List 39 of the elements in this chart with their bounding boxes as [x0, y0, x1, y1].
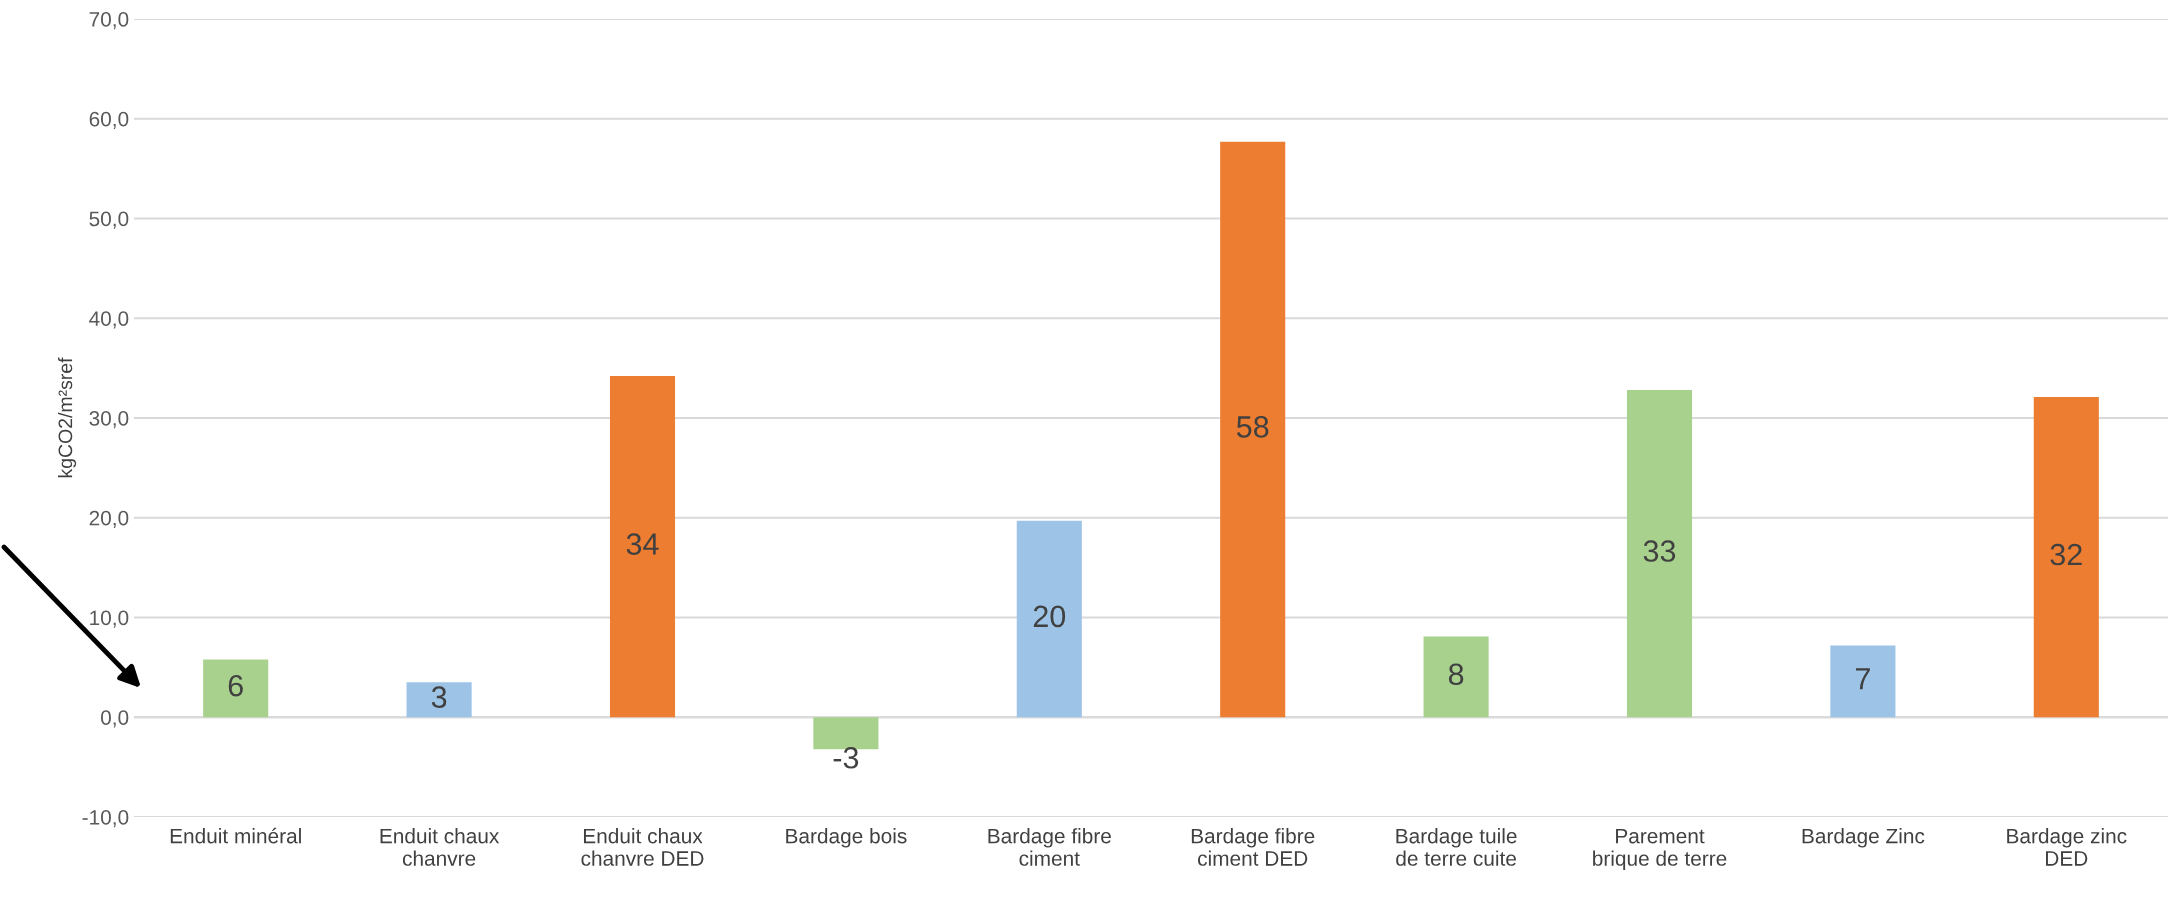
x-tick-label: Bardage zinc DED: [2007, 828, 2127, 866]
x-tick-label: Bardage fibre ciment: [988, 828, 1111, 866]
bar: [406, 682, 472, 718]
bar: [1626, 390, 1693, 718]
x-tick-label: Bardage fibre ciment DED: [1191, 828, 1315, 866]
x-tick-label: Bardage bois: [786, 828, 907, 848]
x-tick-label: Enduit minéral: [170, 827, 301, 844]
y-tick-label: 60,0: [89, 111, 129, 129]
bar: [2033, 397, 2099, 718]
y-tick-label: 70,0: [89, 12, 129, 30]
data-label: 3: [431, 686, 447, 708]
y-tick-label: 30,0: [89, 411, 129, 429]
data-label: 7: [1855, 668, 1870, 690]
data-label: -3: [833, 746, 859, 769]
bar: [609, 376, 676, 718]
y-tick-label: 10,0: [90, 610, 129, 628]
y-tick-label: 40,0: [89, 311, 129, 329]
y-axis-title: kgCO2/m²sref: [57, 357, 77, 478]
x-tick-label: Parement brique de terre: [1593, 828, 1727, 870]
bar: [1423, 636, 1489, 718]
data-label: 33: [1643, 540, 1676, 562]
data-label: 20: [1033, 605, 1066, 628]
data-label: 6: [228, 674, 243, 697]
x-tick-label: Bardage Zinc: [1802, 828, 1925, 848]
data-label: 32: [2050, 543, 2082, 566]
y-tick-label: 0,0: [100, 710, 129, 728]
y-tick-label: 20,0: [89, 510, 129, 528]
bar: [1016, 520, 1082, 718]
bar: [1830, 645, 1896, 718]
data-label: 34: [626, 533, 659, 555]
bar: [1220, 141, 1286, 718]
data-label: 8: [1448, 663, 1464, 686]
x-tick-label: Enduit chaux chanvre DED: [581, 828, 704, 866]
y-tick-label: -10,0: [82, 810, 129, 828]
data-label: 58: [1236, 416, 1269, 438]
y-tick-label: 50,0: [89, 211, 129, 229]
x-tick-label: Bardage tuile de terre cuite: [1396, 828, 1517, 866]
x-tick-label: Enduit chaux chanvre: [380, 828, 500, 866]
bar: [203, 659, 269, 718]
